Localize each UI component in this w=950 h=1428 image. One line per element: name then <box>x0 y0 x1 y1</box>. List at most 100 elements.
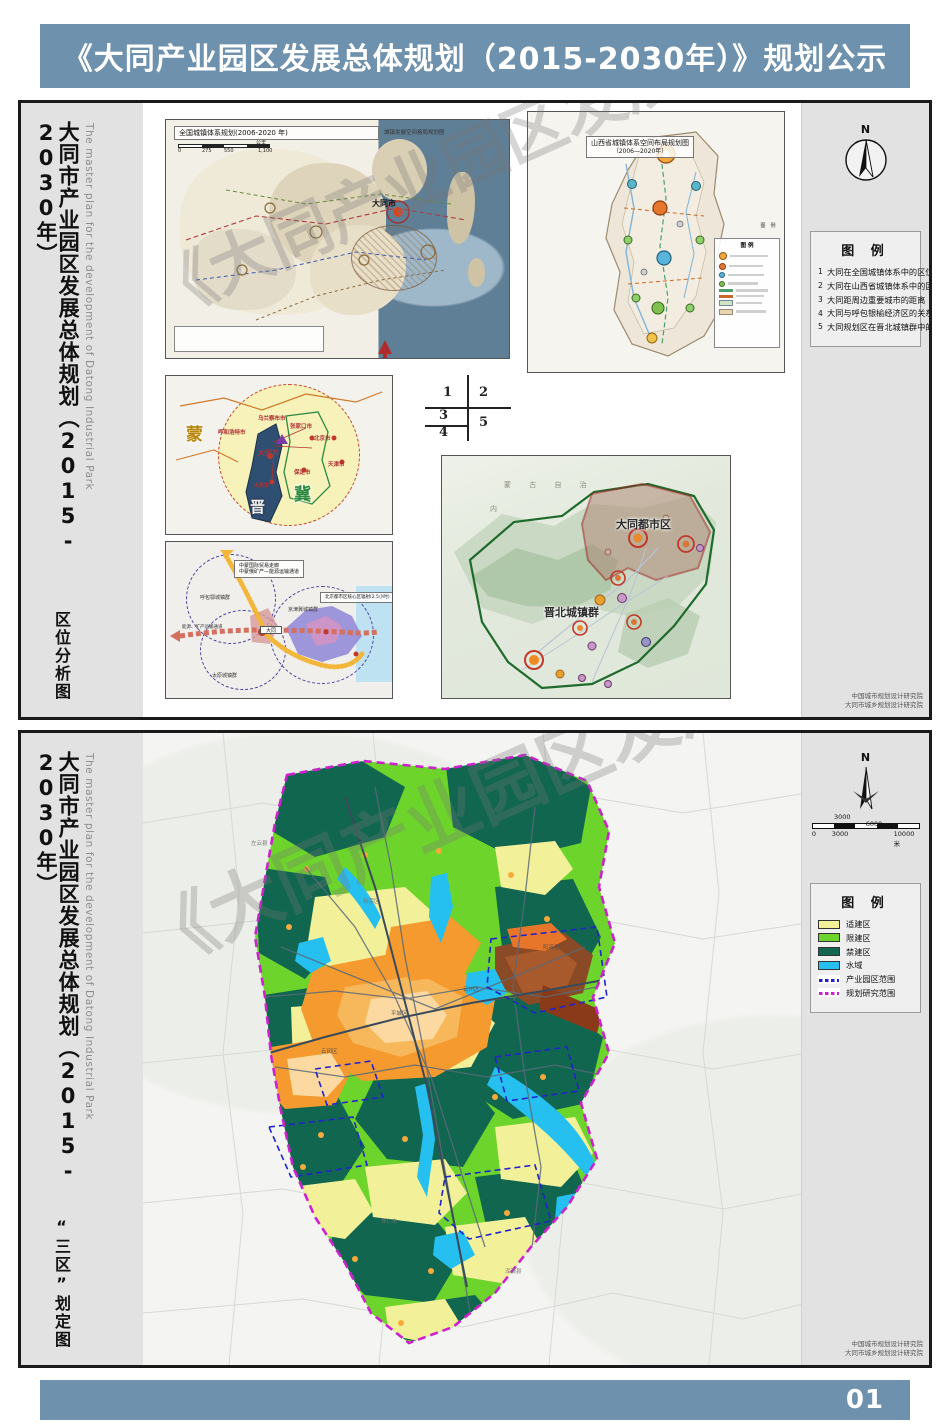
shanxi-map-legend-title: 图 例 <box>740 243 754 249</box>
panel1-legend: 图 例 1 大同在全国城镇体系中的区位 2 大同在山西省城镇体系中的区位 3 大… <box>810 231 929 347</box>
legend-item: 规划研究范围 <box>818 988 914 998</box>
map-distance-to-cities: 蒙 冀 晋 大同市 乌兰察布市 呼和浩特市 张家口市 北京市 天津市 保定市 太… <box>165 375 393 535</box>
map-economic-corridor: 大同 中蒙国际贸易走廊 中蒙俄矿产—能源运输通道 北京都市区核心区辐射(2.5小时… <box>165 541 393 699</box>
map-jinbei-cluster: 大同都市区 晋北城镇群 蒙 古 自 治 内 <box>441 455 731 699</box>
panel2-scale-bar: 0 3000 6000 10000米 3000 <box>811 813 920 848</box>
legend-item-number: 5 <box>818 322 823 332</box>
shanxi-map-legend: 图 例 <box>714 238 780 348</box>
key-number-3: 3 <box>439 408 449 423</box>
legend-item-label: 产业园区范围 <box>846 974 896 984</box>
national-map-caption-text: 全国城镇体系规划(2006-2020 年) <box>179 128 288 137</box>
shanxi-province-outline <box>605 131 725 357</box>
county-label: 云冈区 <box>321 1049 338 1055</box>
county-label: 云州区 <box>463 987 480 993</box>
distance-map-city-huhehaote: 呼和浩特市 <box>218 430 246 436</box>
page-header: 《大同产业园区发展总体规划（2015-2030年）》规划公示 <box>40 24 910 88</box>
panel1-credit: 中国城市规划设计研究院 大同市城乡规划设计研究院 <box>845 692 923 712</box>
corridor-label-huhbaoe: 呼包鄂城镇群 <box>200 595 231 601</box>
national-map-caption-sub: 城镇发展空间格局规划图 <box>384 130 445 136</box>
distance-map-shapes <box>175 391 383 523</box>
cluster-map-shapes <box>454 482 716 690</box>
three-zones-map-svg <box>253 753 617 1345</box>
legend-item-label: 大同在全国城镇体系中的区位 <box>827 267 929 277</box>
legend-dashed-line <box>818 974 840 984</box>
key-number-5: 5 <box>479 415 489 430</box>
county-label: 新荣区 <box>363 899 380 905</box>
scale-label: 10000米 <box>893 830 915 848</box>
distance-map-label-meng: 蒙 <box>186 425 203 445</box>
page-footer: 01 <box>40 1380 910 1420</box>
legend-item: 产业园区范围 <box>818 974 914 984</box>
legend-item: 4 大同与呼包银榆经济区的关系 <box>818 308 929 318</box>
corridor-label-jingjinji: 京津冀城镇群 <box>288 607 319 613</box>
panel-location-analysis: 大同市产业园区发展总体规划（2015-2030年） The master pla… <box>18 100 932 720</box>
scale-label: 6000 <box>865 820 883 828</box>
panel1-map-area: 大同市 全国城镇体系规划(2006-2020 年) 城镇发展空间格局规划图 0 <box>143 103 929 717</box>
panel1-sidebar-title-en: The master plan for the development of D… <box>83 123 95 491</box>
three-zones-map: 左云县 新荣区 云冈区 平城区 云州区 阳高县 怀仁市 浑源县 <box>195 747 685 1357</box>
cluster-map-region-chars: 蒙 古 自 治 <box>504 481 595 489</box>
cluster-map-metro-label: 大同都市区 <box>616 518 671 531</box>
legend-dashed-line <box>818 988 840 998</box>
national-map-scale: 0 275 550 1,100 公里 <box>178 140 273 154</box>
distance-map-label-jin: 晋 <box>250 498 266 516</box>
panel2-credit: 中国城市规划设计研究院 大同市城乡规划设计研究院 <box>845 1340 923 1360</box>
shanxi-map-caption: 山西省城镇体系空间布局规划图 （2006—2020年） <box>586 136 694 158</box>
legend-item-label: 大同在山西省城镇体系中的区位 <box>827 280 929 291</box>
legend-item-label: 大同规划区在晋北城镇群中的区位 <box>827 322 929 332</box>
key-number-1: 1 <box>443 385 453 400</box>
compass-icon <box>844 139 887 181</box>
legend-item-number: 4 <box>818 308 823 318</box>
panel2-legend-title: 图 例 <box>841 896 890 911</box>
scale-tick-label: 3000 <box>834 813 851 821</box>
panel1-info-column: N 图 例 1 大同在全国城镇体系中的区位 <box>801 103 929 717</box>
legend-item-label: 适建区 <box>846 919 871 929</box>
distance-map-city-datong: 大同市 <box>258 449 279 457</box>
panel1-credit-line1: 中国城市规划设计研究院 <box>851 691 924 700</box>
scale-label: 3000 <box>831 830 849 838</box>
corridor-map-center-city: 大同 <box>260 626 282 634</box>
scale-label: 0 <box>811 830 817 838</box>
legend-item-label: 禁建区 <box>846 946 871 957</box>
legend-swatch <box>818 919 840 929</box>
legend-item-number: 2 <box>818 281 823 291</box>
panel2-sidebar-title-cn: 大同市产业园区发展总体规划（2015-2030年） <box>34 751 81 1184</box>
legend-item-label: 大同与呼包银榆经济区的关系 <box>827 308 929 319</box>
legend-swatch <box>818 947 840 957</box>
legend-item: 3 大同距周边重要城市的距离 <box>818 295 925 305</box>
distance-map-city-taiyuan: 太原市 <box>254 483 270 489</box>
panel1-sidebar-title-cn: 大同市产业园区发展总体规划（2015-2030年） <box>34 121 81 554</box>
page-number: 01 <box>845 1385 884 1415</box>
compass-rose: N <box>845 751 887 815</box>
key-number-2: 2 <box>479 385 489 400</box>
page-title: 《大同产业园区发展总体规划（2015-2030年）》规划公示 <box>62 42 888 77</box>
panel2-credit-line2: 大同市城乡规划设计研究院 <box>845 1349 923 1358</box>
map-shanxi-urban-system: 山西省城镇体系空间布局规划图 （2006—2020年） 图 例 <box>527 111 785 373</box>
corridor-label-transport: 能源、矿产运输通道 <box>182 625 223 630</box>
panel2-credit-line1: 中国城市规划设计研究院 <box>851 1339 924 1348</box>
panel2-sidebar-subtitle: “三区”划定图 <box>52 1217 71 1349</box>
figure-key-grid: 1 2 3 4 5 <box>425 375 511 441</box>
scale-bar-blocks <box>812 823 920 829</box>
compass-north-label: N <box>860 123 871 136</box>
legend-item: 禁建区 <box>818 947 914 957</box>
panel1-sidebar-subtitle: 区位分析图 <box>52 611 71 701</box>
legend-item-label: 限建区 <box>846 932 871 943</box>
scale-bar-labels: 0 3000 6000 10000米 <box>811 820 920 848</box>
county-label: 怀仁市 <box>381 1219 398 1225</box>
county-label: 左云县 <box>251 841 268 847</box>
panel2-sidebar: 大同市产业园区发展总体规划（2015-2030年） The master pla… <box>21 733 143 1365</box>
county-label: 浑源县 <box>505 1269 522 1275</box>
county-label: 平城区 <box>391 1011 408 1017</box>
shanxi-map-caption-years: （2006—2020年） <box>612 147 668 155</box>
legend-item-label: 水域 <box>846 960 863 971</box>
legend-item-label: 规划研究范围 <box>846 987 896 998</box>
distance-map-city-wulanchabu: 乌兰察布市 <box>258 416 286 422</box>
legend-swatch <box>818 933 840 943</box>
county-label: 阳高县 <box>543 945 560 951</box>
legend-item: 2 大同在山西省城镇体系中的区位 <box>818 281 929 291</box>
corridor-note-2: 北京都市区核心区辐射(2.5小时) <box>320 592 392 603</box>
panel2-legend: 图 例 适建区 限建区 禁建区 <box>810 883 921 1013</box>
map-national-urban-system: 大同市 全国城镇体系规划(2006-2020 年) 城镇发展空间格局规划图 0 <box>165 119 510 359</box>
